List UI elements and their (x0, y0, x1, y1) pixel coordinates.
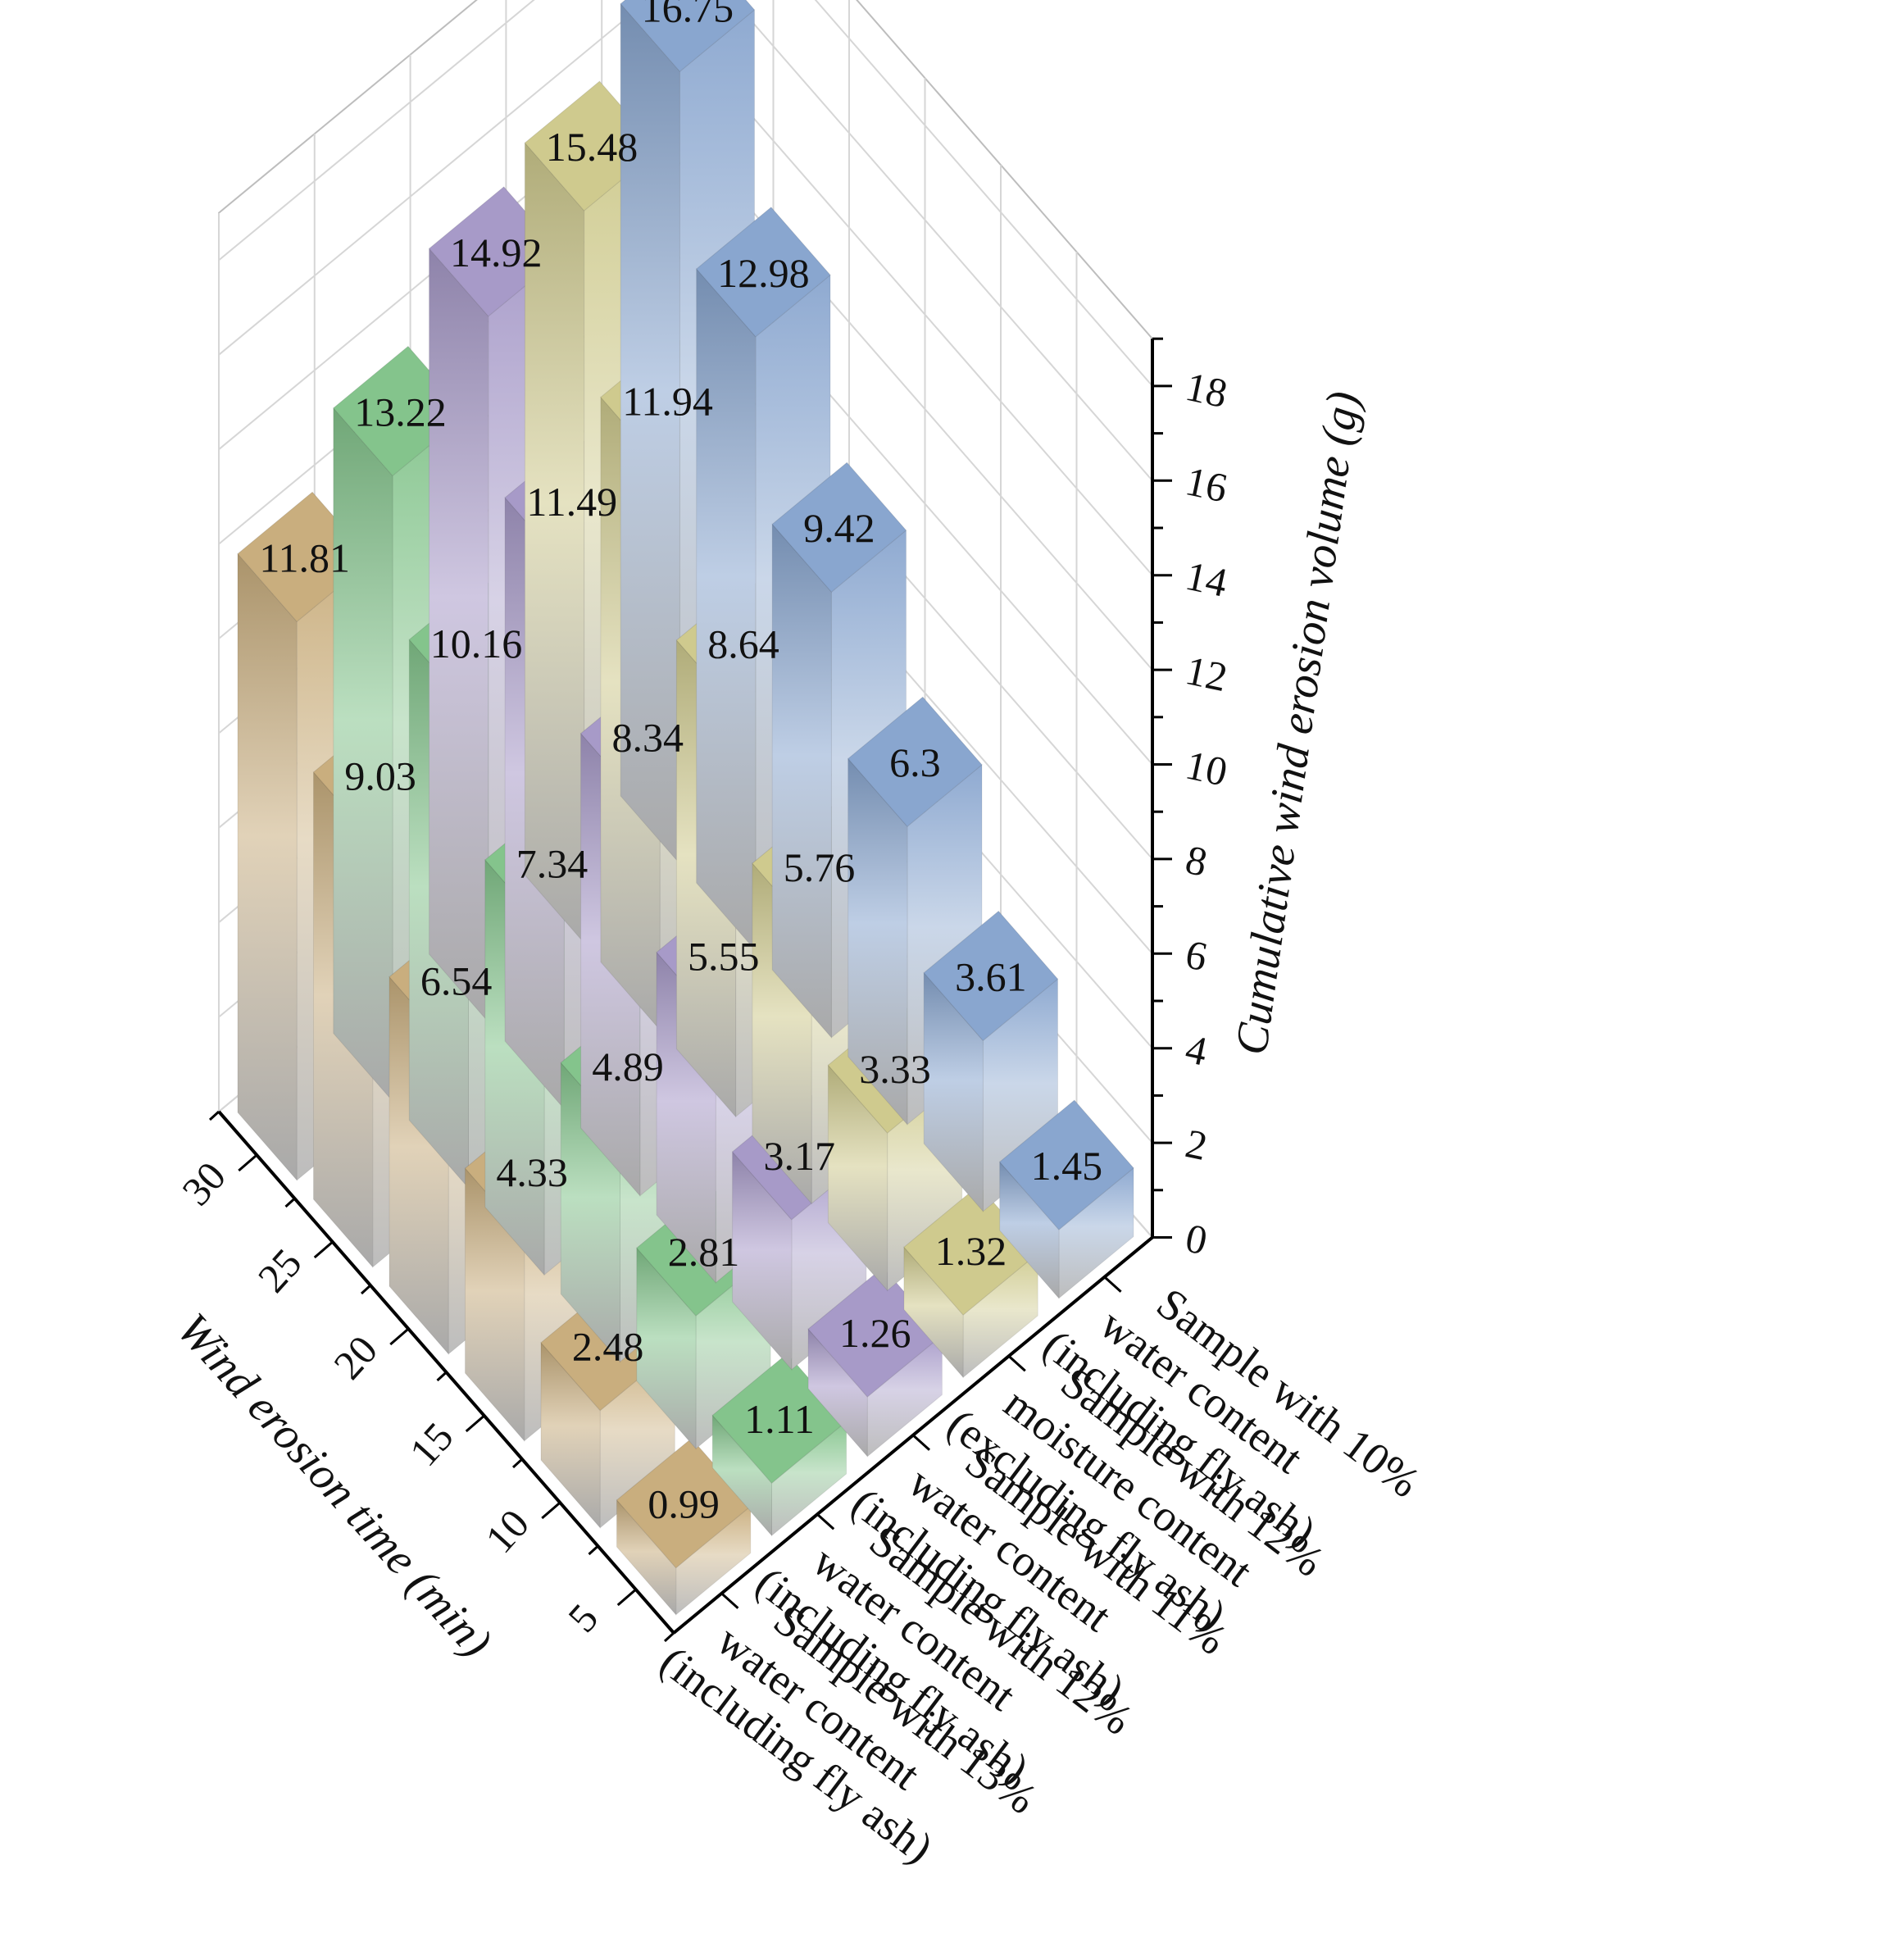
bar-value-label: 15.48 (546, 124, 638, 170)
z-tick-label: 14 (1182, 553, 1232, 606)
bar-value-label: 4.89 (592, 1044, 664, 1089)
bar-value-label: 6.54 (420, 957, 493, 1003)
z-tick-label: 6 (1182, 930, 1211, 980)
y-tick (1103, 1276, 1122, 1293)
bar-value-label: 2.81 (668, 1229, 740, 1275)
z-tick-label: 4 (1182, 1026, 1211, 1075)
x-tick-label: 10 (476, 1500, 538, 1562)
z-tick-label: 16 (1182, 457, 1232, 511)
x-tick (389, 1327, 410, 1346)
bar-value-label: 2.48 (572, 1324, 644, 1370)
value-labels: 11.81 9.03 13.22 6.54 10.16 14.92 4.33 7.34 11.4… (259, 0, 1102, 1527)
y-tick (816, 1513, 835, 1530)
bar-value-label: 3.61 (955, 953, 1027, 999)
bar-top-face (847, 696, 983, 827)
x-tick-label: 5 (559, 1595, 607, 1641)
z-tick-label: 18 (1182, 363, 1232, 416)
bars (237, 0, 1134, 1617)
bar-top-face (923, 910, 1059, 1042)
bar-value-label: 1.11 (744, 1396, 815, 1442)
bar-value-label: 4.33 (496, 1149, 568, 1195)
bar-value-label: 1.32 (935, 1228, 1007, 1274)
z-tick-label: 12 (1182, 647, 1232, 700)
bar-value-label: 12.98 (717, 250, 810, 296)
z-tick-label: 2 (1182, 1120, 1211, 1169)
x-tick-label: 25 (249, 1239, 311, 1301)
x-minor-tick (284, 1197, 296, 1208)
bar-value-label: 14.92 (450, 230, 543, 275)
bar-top-face (695, 207, 831, 338)
bar-side-face (696, 267, 757, 953)
x-minor-tick (511, 1458, 524, 1469)
bar-value-label: 3.33 (859, 1046, 931, 1092)
bar-value-label: 0.99 (648, 1481, 720, 1527)
bar-value-label: 10.16 (430, 621, 523, 666)
bar-top-face (998, 1099, 1134, 1230)
z-axis-title: Cumulative wind erosion volume (g) (1226, 389, 1370, 1058)
bar-value-label: 11.81 (259, 534, 350, 580)
bar-value-label: 11.49 (526, 479, 617, 525)
x-minor-tick (663, 1631, 675, 1643)
bar-value-label: 3.17 (764, 1133, 836, 1179)
x-tick (238, 1153, 258, 1172)
bar-value-label: 11.94 (622, 378, 713, 424)
bar-value-label: 5.76 (784, 844, 856, 890)
bar-side-face (237, 553, 298, 1182)
x-tick-label: 30 (173, 1153, 234, 1214)
z-tick-label: 8 (1182, 836, 1211, 885)
x-minor-tick (436, 1371, 448, 1382)
x-tick-label: 15 (401, 1413, 462, 1475)
z-tick-label: 10 (1182, 741, 1232, 794)
bar (998, 1099, 1134, 1300)
bar (923, 910, 1059, 1213)
bar-top-face (771, 462, 907, 593)
y-tick (720, 1592, 739, 1609)
z-tick-label: 0 (1182, 1214, 1211, 1263)
x-tick-label: 20 (325, 1326, 386, 1388)
x-minor-tick (360, 1284, 372, 1295)
axes (208, 337, 1172, 1643)
x-tick (465, 1414, 485, 1433)
x-tick (541, 1501, 561, 1520)
bar-value-label: 9.42 (803, 505, 875, 551)
bar-value-label: 8.34 (612, 715, 684, 761)
y-tick (1007, 1355, 1026, 1372)
bar-value-label: 7.34 (516, 841, 588, 887)
bar-value-label: 13.22 (354, 389, 447, 434)
x-minor-tick (208, 1110, 220, 1121)
bar-value-label: 6.3 (889, 739, 941, 785)
x-tick (313, 1240, 334, 1259)
bar-value-label: 16.75 (642, 0, 734, 30)
bar-value-label: 5.55 (688, 934, 760, 980)
bar-value-label: 1.26 (839, 1310, 911, 1356)
bar-top-face (620, 0, 756, 72)
bar-value-label: 1.45 (1031, 1143, 1103, 1189)
bar-side-face (771, 523, 832, 1039)
x-tick (616, 1588, 637, 1607)
bar-value-label: 9.03 (344, 753, 416, 799)
y-tick (911, 1434, 931, 1451)
bar-value-label: 8.64 (707, 621, 779, 667)
x-minor-tick (588, 1544, 599, 1556)
